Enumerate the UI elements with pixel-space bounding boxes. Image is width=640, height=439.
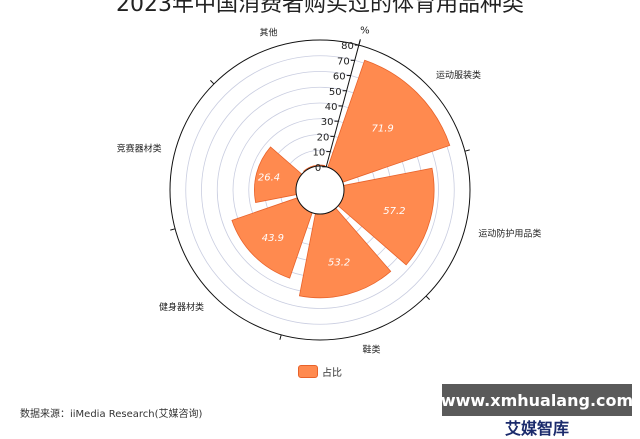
radial-tick-label: 10: [313, 148, 326, 159]
category-label: 竞赛器材类: [117, 143, 162, 155]
data-label: 71.9: [372, 123, 394, 134]
radial-axis-unit: %: [360, 26, 370, 37]
data-label: 0.6: [304, 155, 320, 166]
angle-tick: [279, 334, 282, 340]
angle-tick: [170, 228, 176, 231]
angle-tick: [425, 295, 430, 300]
radial-tick-label: 60: [333, 72, 346, 83]
chart-title: 2023年中国消费者购买过的体育用品种类: [116, 0, 524, 17]
legend-swatch: [298, 365, 318, 378]
brand-logo: 艾媒智库: [505, 419, 570, 438]
radial-tick-label: 40: [325, 102, 338, 113]
legend[interactable]: 占比: [298, 364, 342, 379]
grid-circle: [201, 71, 439, 309]
data-label: 53.2: [328, 257, 350, 268]
bar-运动服装类: [327, 59, 451, 183]
category-label: 运动服装类: [436, 69, 481, 81]
watermark: www.xmhualang.com: [441, 384, 633, 416]
category-label: 健身器材类: [159, 301, 204, 313]
radial-tick-label: 30: [321, 117, 334, 128]
radial-tick-label: 50: [329, 87, 342, 98]
radial-tick-label: 20: [317, 132, 330, 143]
grid-circle: [185, 55, 455, 325]
center-hole: [295, 165, 345, 215]
angle-tick: [210, 80, 215, 85]
angle-tick: [464, 149, 470, 152]
data-label: 26.4: [258, 172, 280, 183]
category-label: 其他: [260, 27, 278, 39]
radial-tick-label: 80: [341, 41, 354, 52]
source-note: 数据来源：iiMedia Research(艾媒咨询): [20, 409, 203, 420]
radial-tick-label: 0: [315, 163, 321, 174]
polar-bar-chart: 71.9 运动服装类 57.2 运动防护用品类 53.2 鞋类 43.9 健身器材类 26.4 竞…: [117, 26, 542, 356]
angle-axis-circle: [169, 39, 471, 341]
category-label: 鞋类: [362, 343, 380, 355]
data-label: 43.9: [262, 233, 284, 244]
category-label: 运动防护用品类: [478, 227, 541, 239]
legend-label: 占比: [322, 368, 342, 379]
radial-tick-label: 70: [337, 56, 350, 67]
data-label: 57.2: [383, 206, 405, 217]
